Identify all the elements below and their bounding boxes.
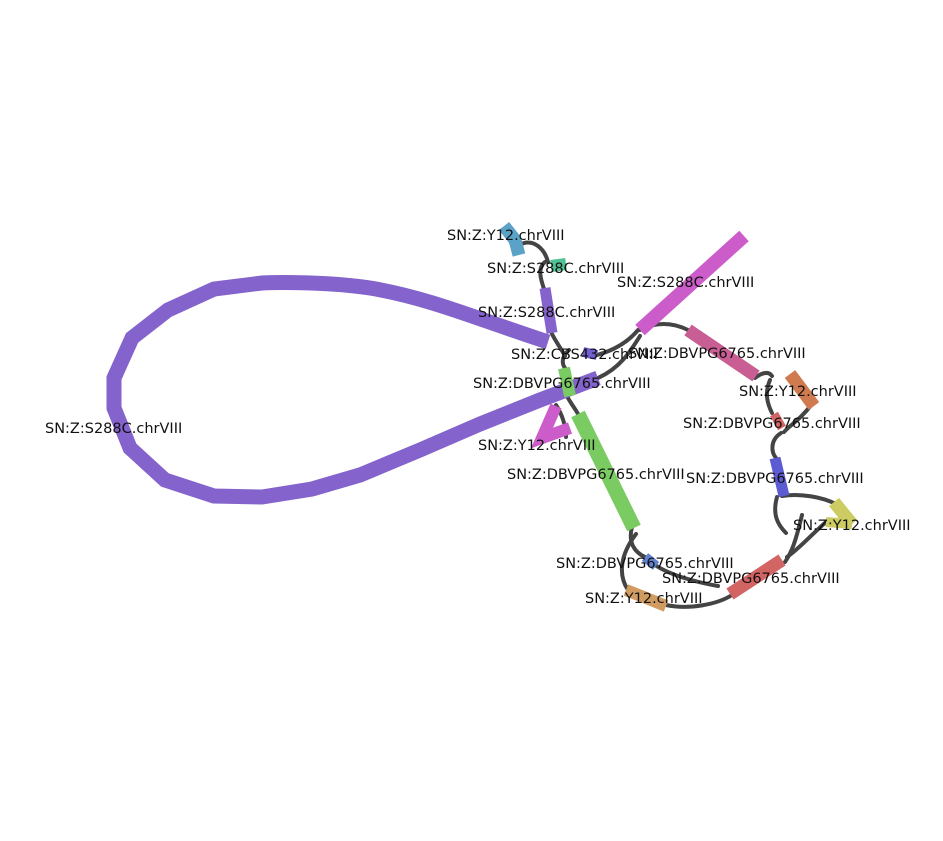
edge (773, 495, 788, 535)
edge (780, 493, 838, 506)
node-label: SN:Z:S288C.chrVIII (487, 261, 624, 277)
node-label: SN:Z:DBVPG6765.chrVIII (507, 467, 685, 483)
node-labels: SN:Z:Y12.chrVIII SN:Z:S288C.chrVIII SN:Z… (45, 228, 911, 607)
edges (517, 240, 838, 609)
segment (550, 258, 567, 272)
edge (619, 532, 638, 592)
node-label: SN:Z:S288C.chrVIII (478, 305, 615, 321)
segments (106, 221, 858, 612)
edge (770, 431, 783, 460)
edge (664, 593, 734, 609)
node-label: SN:Z:DBVPG6765.chrVIII (473, 376, 651, 392)
edge (764, 378, 774, 415)
segment (623, 584, 669, 612)
segment (770, 411, 786, 431)
edge (785, 520, 828, 559)
segment (641, 553, 660, 570)
node-label: SN:Z:DBVPG6765.chrVIII (556, 556, 734, 572)
segment (784, 370, 820, 410)
edge (538, 260, 547, 291)
node-label: SN:Z:DBVPG6765.chrVIII (686, 471, 864, 487)
segment (581, 347, 599, 360)
node-label: SN:Z:Y12.chrVIII (447, 228, 565, 244)
edge (753, 370, 774, 380)
node-label: SN:Z:DBVPG6765.chrVIII (683, 416, 861, 432)
segment (635, 230, 749, 336)
edge (595, 328, 640, 357)
edge (596, 334, 642, 380)
edge (566, 396, 580, 416)
segment (498, 221, 526, 257)
node-label: SN:Z:CBS432.chrVIII (511, 347, 658, 363)
segment (539, 287, 558, 334)
segment (684, 324, 760, 382)
segment (726, 554, 786, 600)
node-label: SN:Z:Y12.chrVIII (478, 438, 596, 454)
node-label: SN:Z:Y12.chrVIII (585, 591, 703, 607)
segment (558, 366, 576, 398)
edge (783, 513, 804, 564)
segment (769, 456, 790, 498)
node-label: SN:Z:Y12.chrVIII (739, 384, 857, 400)
segment (571, 410, 641, 532)
segment-loop (106, 275, 601, 505)
node-label: SN:Z:DBVPG6765.chrVIII (662, 571, 840, 587)
edge (653, 563, 720, 588)
segment (825, 517, 853, 529)
node-label: SN:Z:S288C.chrVIII (617, 275, 754, 291)
segment (530, 403, 573, 449)
node-label: SN:Z:DBVPG6765.chrVIII (628, 346, 806, 362)
edge (560, 348, 571, 370)
edge (628, 525, 647, 559)
node-label: SN:Z:Y12.chrVIII (793, 518, 911, 534)
node-label: SN:Z:S288C.chrVIII (45, 421, 182, 437)
